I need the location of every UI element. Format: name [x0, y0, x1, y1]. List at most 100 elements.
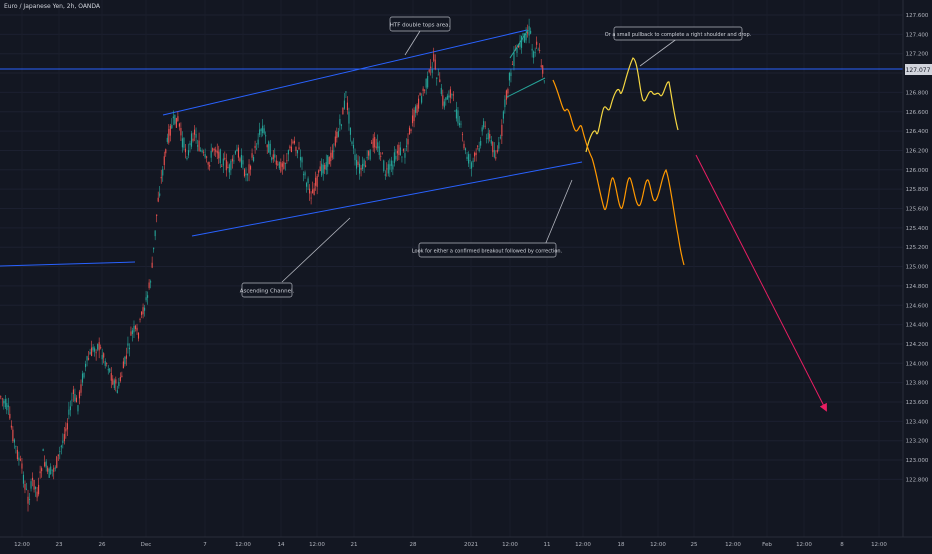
candle-body — [253, 157, 255, 162]
candle-body — [469, 160, 471, 162]
candle-body — [357, 161, 359, 166]
y-tick-label: 127.600 — [906, 13, 929, 19]
y-tick-label: 123.800 — [906, 381, 929, 387]
candle-body — [431, 69, 433, 73]
x-tick-label: 12:00 — [650, 542, 666, 548]
y-tick-label: 124.200 — [906, 342, 929, 348]
candle-body — [21, 463, 23, 469]
candle-body — [271, 157, 273, 161]
candle-body — [324, 164, 326, 170]
annotation-channel-text: Ascending Channel. — [240, 289, 295, 295]
candle-body — [184, 148, 187, 153]
candle-body — [408, 127, 411, 135]
candle-body — [533, 51, 535, 58]
y-tick-label: 124.400 — [906, 323, 929, 329]
candle-body — [377, 142, 379, 149]
candle-body — [455, 109, 457, 119]
candle-body — [83, 372, 85, 378]
candle-body — [496, 150, 498, 153]
candle-body — [13, 439, 15, 443]
candle-body — [24, 484, 26, 490]
candle-body — [418, 98, 420, 109]
candle-body — [499, 137, 501, 139]
candle-body — [481, 127, 483, 132]
candle-body — [22, 474, 25, 484]
annotation-channel[interactable]: Ascending Channel. — [240, 282, 295, 298]
current-price-text: 127.077 — [906, 67, 931, 74]
candle-body — [84, 363, 87, 368]
candle-body — [9, 413, 11, 419]
candlesticks — [0, 18, 545, 512]
candle-body — [360, 167, 362, 170]
annotation-breakout[interactable]: Look for either a confirmed breakout fol… — [412, 242, 563, 258]
candle-body — [236, 149, 238, 152]
candle-body — [200, 150, 202, 152]
candle-body — [53, 467, 55, 472]
candle-body — [62, 440, 64, 443]
channel-lower-line[interactable] — [191, 161, 583, 237]
y-tick-label: 124.800 — [906, 284, 929, 290]
candle-body — [427, 76, 429, 88]
candle-body — [71, 399, 73, 401]
candle-body — [520, 35, 523, 48]
candle-body — [525, 33, 527, 41]
candle-body — [207, 162, 209, 165]
channel-upper-line[interactable] — [162, 29, 528, 116]
candle-body — [134, 325, 137, 329]
annotation-pullback[interactable]: Or a small pullback to complete a right … — [605, 26, 752, 41]
candle-body — [416, 104, 418, 114]
candle-body — [28, 498, 31, 500]
candle-body — [542, 65, 544, 74]
candle-body — [352, 144, 355, 149]
candle-body — [368, 151, 370, 156]
candle-body — [507, 89, 509, 94]
candle-body — [292, 141, 294, 144]
candle-body — [265, 135, 267, 137]
candle-body — [259, 129, 261, 135]
candle-body — [464, 148, 467, 151]
candle-body — [147, 295, 149, 298]
candle-body — [197, 145, 199, 147]
y-tick-label: 126.200 — [906, 148, 929, 154]
annotation-breakout-text: Look for either a confirmed breakout fol… — [412, 249, 563, 255]
candle-body — [88, 358, 90, 360]
candle-body — [299, 156, 302, 161]
candle-body — [151, 262, 153, 268]
candle-body — [362, 163, 364, 170]
candle-body — [530, 30, 532, 34]
candle-body — [260, 128, 262, 132]
candle-body — [10, 425, 12, 428]
x-tick-label: 12:00 — [871, 542, 887, 548]
candle-body — [277, 163, 279, 165]
candle-body — [395, 155, 397, 160]
candle-body — [401, 156, 403, 158]
candle-body — [198, 140, 200, 151]
support-segment-line[interactable] — [0, 261, 136, 267]
candle-body — [36, 491, 38, 498]
candle-body — [474, 152, 476, 157]
candle-body — [19, 459, 21, 461]
annotation-htf-double-tops[interactable]: HTF double tops area. — [389, 16, 451, 32]
price-axis[interactable]: 127.600127.400127.200127.000126.800126.6… — [902, 0, 929, 537]
candle-body — [75, 397, 78, 403]
candle-body — [249, 166, 252, 170]
candle-body — [487, 132, 489, 140]
x-tick-label: 12:00 — [309, 542, 325, 548]
candle-body — [128, 347, 130, 350]
candle-body — [334, 136, 336, 146]
candle-body — [159, 193, 161, 196]
candle-body — [157, 197, 159, 202]
candle-body — [31, 477, 34, 481]
time-axis[interactable]: 12:00 23 26 Dec 7 12:00 14 12:00 21 28 2021 12:00 11… — [0, 536, 932, 548]
candle-body — [407, 139, 409, 145]
candle-body — [103, 353, 105, 358]
x-tick-label: 12:00 — [14, 542, 30, 548]
candle-body — [483, 121, 485, 128]
candle-body — [321, 163, 323, 176]
candle-body — [461, 134, 464, 135]
candle-body — [534, 52, 536, 53]
annotation-pullback-text: Or a small pullback to complete a right … — [605, 32, 752, 38]
candle-body — [537, 49, 539, 51]
